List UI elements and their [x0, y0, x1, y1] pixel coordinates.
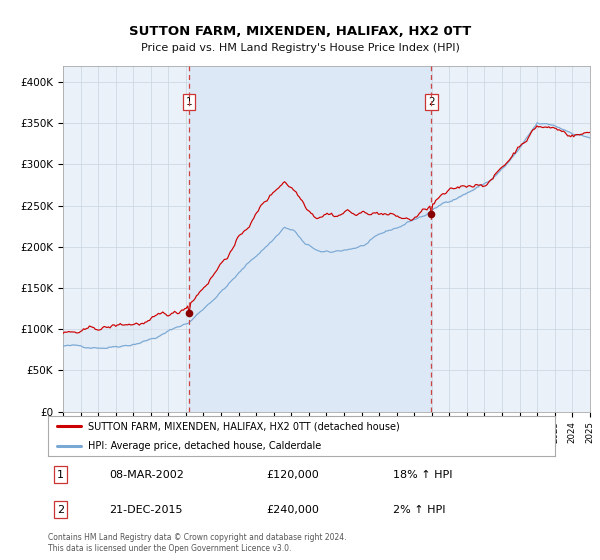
Bar — [189, 66, 431, 412]
Text: £120,000: £120,000 — [266, 470, 319, 479]
Text: £240,000: £240,000 — [266, 505, 319, 515]
Text: 18% ↑ HPI: 18% ↑ HPI — [393, 470, 452, 479]
Text: 2: 2 — [57, 505, 64, 515]
Text: HPI: Average price, detached house, Calderdale: HPI: Average price, detached house, Cald… — [88, 441, 321, 451]
Text: 08-MAR-2002: 08-MAR-2002 — [109, 470, 184, 479]
Text: SUTTON FARM, MIXENDEN, HALIFAX, HX2 0TT (detached house): SUTTON FARM, MIXENDEN, HALIFAX, HX2 0TT … — [88, 421, 399, 431]
Text: 2: 2 — [428, 97, 434, 107]
Text: SUTTON FARM, MIXENDEN, HALIFAX, HX2 0TT: SUTTON FARM, MIXENDEN, HALIFAX, HX2 0TT — [129, 25, 471, 38]
Text: 21-DEC-2015: 21-DEC-2015 — [109, 505, 182, 515]
Text: 1: 1 — [186, 97, 193, 107]
Text: Price paid vs. HM Land Registry's House Price Index (HPI): Price paid vs. HM Land Registry's House … — [140, 43, 460, 53]
Text: Contains HM Land Registry data © Crown copyright and database right 2024.
This d: Contains HM Land Registry data © Crown c… — [48, 533, 347, 553]
Text: 1: 1 — [57, 470, 64, 479]
Text: 2% ↑ HPI: 2% ↑ HPI — [393, 505, 445, 515]
